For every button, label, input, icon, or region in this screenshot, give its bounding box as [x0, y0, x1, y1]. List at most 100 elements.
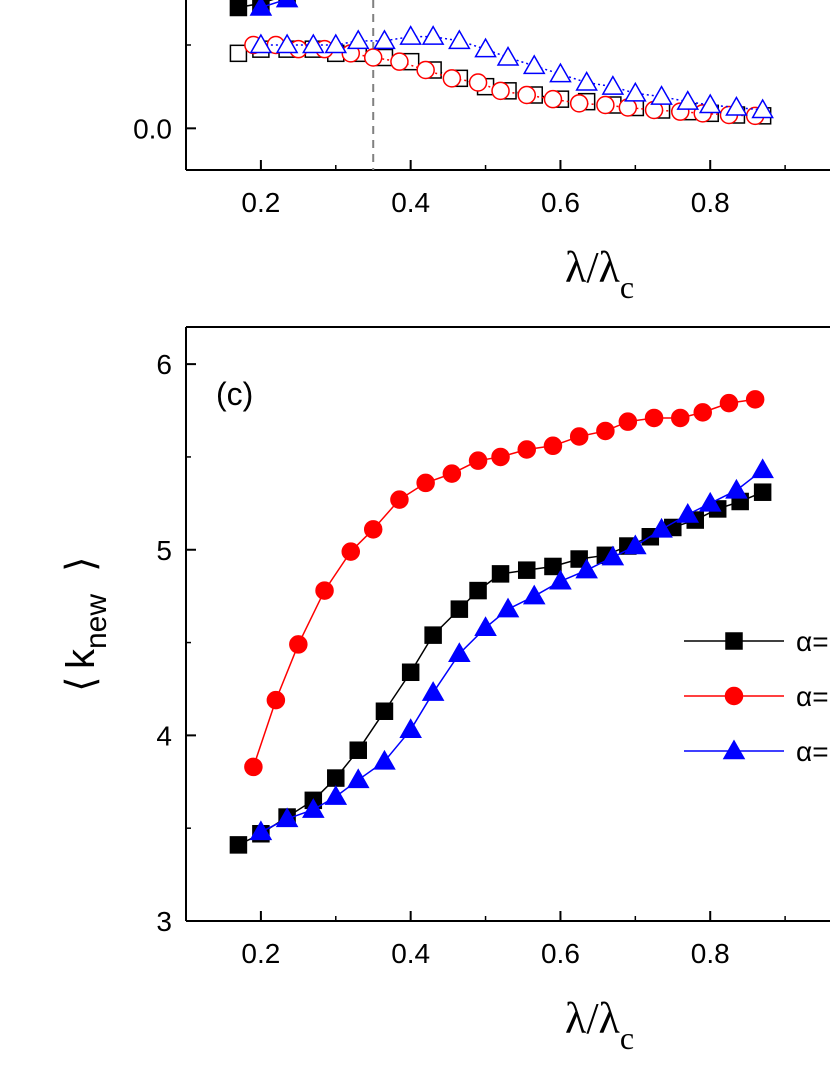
data-point — [450, 600, 469, 618]
data-point — [496, 45, 520, 66]
data-point — [543, 89, 563, 109]
data-point — [725, 478, 748, 499]
data-point — [671, 408, 690, 428]
x-axis-label-sub: c — [620, 269, 634, 305]
legend-label: α= — [796, 626, 829, 657]
x-tick-label: 0.2 — [241, 938, 280, 969]
data-point — [549, 62, 572, 83]
data-point — [725, 95, 748, 116]
data-point — [442, 69, 462, 88]
data-point — [596, 95, 615, 115]
data-point — [650, 85, 673, 105]
data-point — [424, 626, 442, 644]
data-point — [751, 98, 774, 119]
data-point — [569, 427, 589, 446]
x-axis-label: λ/λc — [565, 994, 634, 1056]
data-point — [390, 52, 409, 71]
data-point — [275, 33, 299, 54]
data-point — [416, 473, 435, 493]
data-point — [575, 70, 598, 91]
y-tick-label: 6 — [156, 349, 172, 380]
data-point — [753, 483, 772, 501]
data-point — [229, 836, 248, 854]
data-point — [491, 565, 510, 583]
data-point — [244, 757, 263, 777]
data-point — [569, 94, 589, 113]
data-point — [401, 663, 420, 682]
legend-label: α= — [796, 736, 829, 767]
data-point — [373, 29, 396, 50]
panel-top-chart: 0.20.40.60.80.00.2λ/λc — [133, 0, 830, 305]
data-point — [448, 29, 471, 50]
data-point — [373, 749, 396, 770]
data-point — [390, 490, 409, 509]
data-point — [624, 81, 647, 102]
data-point — [644, 408, 664, 428]
data-point — [474, 616, 497, 636]
data-point — [399, 25, 422, 45]
series-group — [229, 0, 774, 126]
data-point — [469, 581, 487, 600]
y-tick-label: 0.0 — [133, 113, 172, 144]
y-tick-label: 4 — [156, 720, 172, 751]
data-point — [676, 502, 700, 523]
y-axis-label-main: knew — [59, 594, 113, 669]
legend-marker — [724, 686, 744, 706]
data-point — [349, 741, 367, 759]
x-tick-label: 0.8 — [691, 187, 730, 218]
x-axis-label: λ/λc — [565, 243, 634, 305]
data-point — [266, 690, 286, 710]
data-point — [491, 81, 510, 101]
legend-marker — [725, 632, 743, 650]
data-point — [229, 0, 248, 17]
data-point — [517, 440, 536, 459]
data-point — [324, 785, 348, 805]
data-point — [448, 642, 471, 662]
x-tick-label: 0.4 — [391, 938, 430, 969]
data-point — [229, 44, 248, 63]
series-group — [229, 390, 774, 854]
data-point — [575, 558, 598, 579]
data-point — [315, 581, 334, 600]
data-point — [442, 464, 462, 483]
y-axis-label: ⟨ knew ⟩ — [59, 556, 113, 692]
x-tick-label: 0.8 — [691, 938, 730, 969]
data-point — [363, 48, 383, 67]
data-point — [275, 807, 299, 828]
data-point — [676, 90, 700, 110]
data-point — [544, 557, 562, 576]
data-point — [618, 412, 638, 431]
data-point — [363, 520, 383, 539]
data-point — [421, 25, 445, 45]
data-point — [468, 73, 488, 92]
y-axis-label-sub: new — [80, 594, 113, 649]
data-point — [275, 0, 299, 8]
legend: α= α= α= — [684, 626, 829, 767]
data-point — [302, 798, 325, 818]
data-point — [693, 403, 712, 422]
data-point — [399, 718, 422, 739]
data-point — [468, 451, 488, 470]
legend-label: α= — [796, 681, 829, 712]
data-point — [249, 33, 273, 54]
legend-marker — [722, 739, 746, 760]
data-point — [341, 542, 361, 561]
data-point — [751, 458, 774, 479]
data-point — [302, 33, 325, 54]
data-point — [346, 29, 370, 50]
data-point — [346, 768, 370, 789]
panel-label: (c) — [216, 376, 253, 412]
data-point — [719, 393, 739, 413]
data-point — [517, 85, 536, 105]
panel-c-chart: 0.2 0.4 0.6 0.8 3 4 5 6 λ/λc ⟨ knew ⟩ (c) α= α= α= — [59, 326, 830, 1056]
data-point — [549, 569, 572, 590]
data-point — [289, 635, 308, 654]
data-point — [698, 93, 722, 114]
data-point — [522, 54, 546, 75]
x-tick-label: 0.6 — [541, 187, 580, 218]
data-point — [698, 491, 722, 512]
data-point — [745, 390, 765, 409]
data-point — [601, 75, 625, 95]
data-point — [543, 436, 563, 456]
data-point — [650, 517, 673, 538]
